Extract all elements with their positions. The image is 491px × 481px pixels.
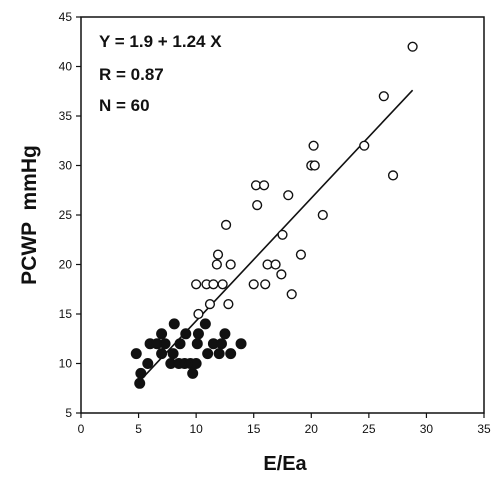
y-tick-label: 15: [59, 307, 73, 321]
data-point-open: [270, 259, 281, 270]
data-point-filled: [187, 367, 199, 379]
data-point-open: [217, 279, 228, 290]
data-point-open: [283, 190, 294, 201]
data-point-open: [378, 91, 389, 102]
equation-annotation: Y = 1.9 + 1.24 X: [99, 32, 222, 51]
data-point-filled: [130, 348, 142, 360]
data-point-filled: [168, 318, 180, 330]
data-point-filled: [156, 328, 168, 340]
data-point-filled: [219, 328, 231, 340]
data-point-open: [204, 299, 216, 310]
data-point-open: [308, 140, 319, 151]
data-point-open: [387, 170, 399, 181]
data-point-filled: [202, 348, 214, 360]
x-axis-label: E/Ea: [263, 453, 307, 475]
data-point-open: [220, 219, 232, 231]
x-tick-label: 30: [420, 422, 434, 436]
data-point-open: [212, 249, 224, 260]
data-point-open: [286, 289, 297, 300]
data-point-filled: [213, 348, 225, 360]
n-value-annotation: N = 60: [99, 96, 150, 115]
data-point-filled: [190, 358, 202, 370]
data-point-open: [276, 269, 287, 280]
data-point-filled: [215, 338, 227, 350]
y-tick-label: 20: [59, 258, 73, 272]
x-tick-label: 15: [247, 422, 261, 436]
x-tick-label: 0: [78, 422, 85, 436]
r-value-annotation: R = 0.87: [99, 65, 164, 84]
data-point-open: [211, 259, 222, 270]
y-tick-label: 25: [59, 208, 73, 222]
data-point-open: [277, 229, 288, 240]
y-tick-label: 10: [59, 357, 73, 371]
data-point-open: [295, 249, 307, 260]
data-point-filled: [159, 338, 171, 350]
x-tick-label: 35: [477, 422, 491, 436]
data-point-open: [193, 308, 204, 320]
x-tick-label: 20: [305, 422, 319, 436]
data-points: [130, 41, 418, 389]
data-point-filled: [142, 358, 154, 370]
x-tick-label: 10: [189, 422, 203, 436]
data-point-filled: [135, 367, 147, 379]
data-point-open: [248, 279, 259, 290]
y-tick-label: 45: [59, 10, 73, 24]
x-tick-label: 5: [135, 422, 142, 436]
y-tick-label: 30: [59, 159, 73, 173]
x-tick-label: 25: [362, 422, 376, 436]
y-tick-label: 40: [59, 60, 73, 74]
y-tick-label: 35: [59, 109, 73, 123]
data-point-open: [191, 279, 202, 290]
y-tick-label: 5: [65, 406, 72, 420]
data-point-open: [317, 209, 328, 221]
data-point-open: [252, 200, 263, 211]
data-point-open: [258, 180, 270, 191]
y-axis-label: PCWP mmHg: [18, 145, 41, 285]
data-point-open: [260, 279, 271, 290]
data-point-open: [359, 140, 370, 151]
data-point-filled: [174, 338, 186, 350]
data-point-open: [208, 279, 219, 290]
data-point-open: [223, 299, 234, 310]
data-point-filled: [225, 348, 237, 360]
data-point-filled: [192, 328, 204, 340]
data-point-open: [309, 160, 320, 171]
data-point-filled: [134, 377, 146, 389]
data-point-filled: [191, 338, 203, 350]
data-point-filled: [167, 348, 179, 360]
data-point-filled: [235, 338, 247, 350]
data-point-filled: [180, 328, 192, 340]
data-point-open: [225, 259, 236, 270]
data-point-open: [407, 41, 418, 52]
data-point-filled: [156, 348, 168, 360]
data-point-filled: [199, 318, 211, 330]
